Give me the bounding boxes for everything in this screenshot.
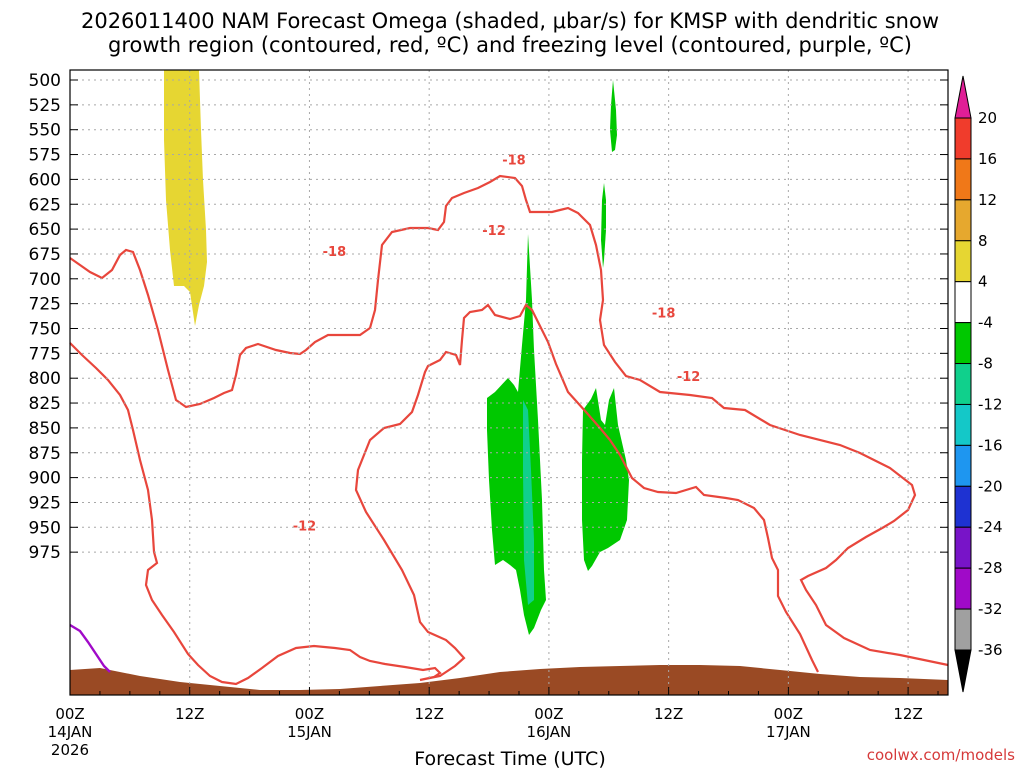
contour-label-bg [672, 368, 705, 384]
y-tick-label: 675 [29, 245, 61, 265]
colorbar-label: -8 [978, 355, 993, 373]
x-tick-label: 12Z [175, 705, 204, 723]
colorbar-bin [954, 567, 972, 610]
colorbar-bin [954, 322, 972, 365]
colorbar-bin [954, 526, 972, 569]
y-tick-label: 925 [29, 493, 61, 513]
colorbar-label: -4 [978, 314, 993, 332]
colorbar-label: 16 [978, 150, 997, 168]
y-tick-label: 750 [29, 320, 61, 340]
colorbar-bottom-arrow [954, 649, 972, 693]
y-tick-label: 775 [29, 344, 61, 364]
colorbar-bin [954, 485, 972, 528]
x-tick-year: 2026 [51, 741, 89, 759]
colorbar-label: -28 [978, 559, 1003, 577]
credit-text: coolwx.com/models [867, 746, 1015, 764]
y-tick-label: 525 [29, 96, 61, 116]
colorbar-bin [954, 608, 972, 651]
x-tick-date: 17JAN [766, 723, 811, 741]
y-tick-label: 725 [29, 295, 61, 315]
colorbar-label: 8 [978, 232, 988, 250]
y-tick-label: 875 [29, 444, 61, 464]
y-tick-label: 700 [29, 270, 61, 290]
y-tick-label: 500 [29, 71, 61, 91]
omega-ascent-streak-mid [601, 183, 606, 268]
colorbar-label: 4 [978, 273, 988, 291]
y-tick-label: 975 [29, 543, 61, 563]
contour-label-bg [497, 151, 530, 167]
y-tick-label: 950 [29, 518, 61, 538]
colorbar-label: 12 [978, 191, 997, 209]
omega-ascent-shade-left [487, 234, 546, 635]
x-tick-date: 15JAN [287, 723, 332, 741]
y-tick-label: 600 [29, 170, 61, 190]
colorbar: 20 16 12 8 4 -4 -8 -12 -16 -20 -24 -28 -32 -36 [954, 75, 1003, 693]
contour-label-bg [478, 222, 511, 238]
colorbar-label: -20 [978, 477, 1003, 495]
x-tick-date: 14JAN [48, 723, 93, 741]
y-tick-label: 900 [29, 469, 61, 489]
dgz-contour-inner [69, 303, 819, 686]
x-tick-date: 16JAN [527, 723, 572, 741]
x-tick-label: 00Z [774, 705, 803, 723]
terrain-shade [70, 665, 948, 695]
colorbar-bin [954, 363, 972, 405]
contour-label: -12 [482, 224, 506, 239]
x-tick-label: 12Z [414, 705, 443, 723]
colorbar-bin [954, 403, 972, 446]
grid [70, 70, 948, 695]
x-tick-label: 00Z [534, 705, 563, 723]
contour-label: -18 [652, 307, 676, 322]
chart-title-line2: growth region (contoured, red, ºC) and f… [108, 33, 912, 57]
colorbar-label: -32 [978, 600, 1003, 618]
colorbar-bin [954, 444, 972, 487]
y-tick-label: 800 [29, 369, 61, 389]
contour-label: -18 [502, 154, 526, 169]
omega-descent-shade [164, 70, 207, 326]
plot-area: -18-18-12-18-12-12 [69, 70, 949, 695]
colorbar-top-arrow [954, 75, 972, 119]
contour-label-bg [288, 517, 321, 533]
omega-ascent-shade-right [582, 388, 629, 571]
colorbar-label: -16 [978, 436, 1003, 454]
colorbar-bin [954, 240, 972, 283]
y-tick-label: 625 [29, 195, 61, 215]
omega-moderate-ascent-shade [523, 400, 534, 605]
x-tick-label: 12Z [893, 705, 922, 723]
y-tick-label: 650 [29, 220, 61, 240]
x-tick-label: 00Z [295, 705, 324, 723]
contour-label-bg [318, 242, 351, 258]
colorbar-label: 20 [978, 109, 997, 127]
colorbar-bin [954, 281, 972, 324]
colorbar-label: -12 [978, 395, 1003, 413]
x-tick-label: 12Z [654, 705, 683, 723]
y-tick-label: 575 [29, 146, 61, 166]
colorbar-label: -36 [978, 641, 1003, 659]
y-tick-label: 850 [29, 419, 61, 439]
colorbar-bin [954, 117, 972, 160]
colorbar-bin [954, 158, 972, 201]
colorbar-label: -24 [978, 518, 1003, 536]
contour-label: -18 [323, 245, 347, 260]
plot-frame [69, 69, 949, 696]
x-tick-label: 00Z [55, 705, 84, 723]
omega-ascent-streak-upper [610, 80, 617, 152]
x-axis-label: Forecast Time (UTC) [414, 748, 605, 768]
y-tick-label: 825 [29, 394, 61, 414]
chart-title-line1: 2026011400 NAM Forecast Omega (shaded, μ… [81, 9, 939, 33]
y-axis: 500 525 550 575 600 625 650 675 700 725 750 775 800 8… [29, 71, 948, 563]
y-tick-label: 550 [29, 121, 61, 141]
freezing-level-contour [69, 623, 111, 673]
contour-label-bg [647, 304, 680, 320]
colorbar-bin [954, 199, 972, 242]
